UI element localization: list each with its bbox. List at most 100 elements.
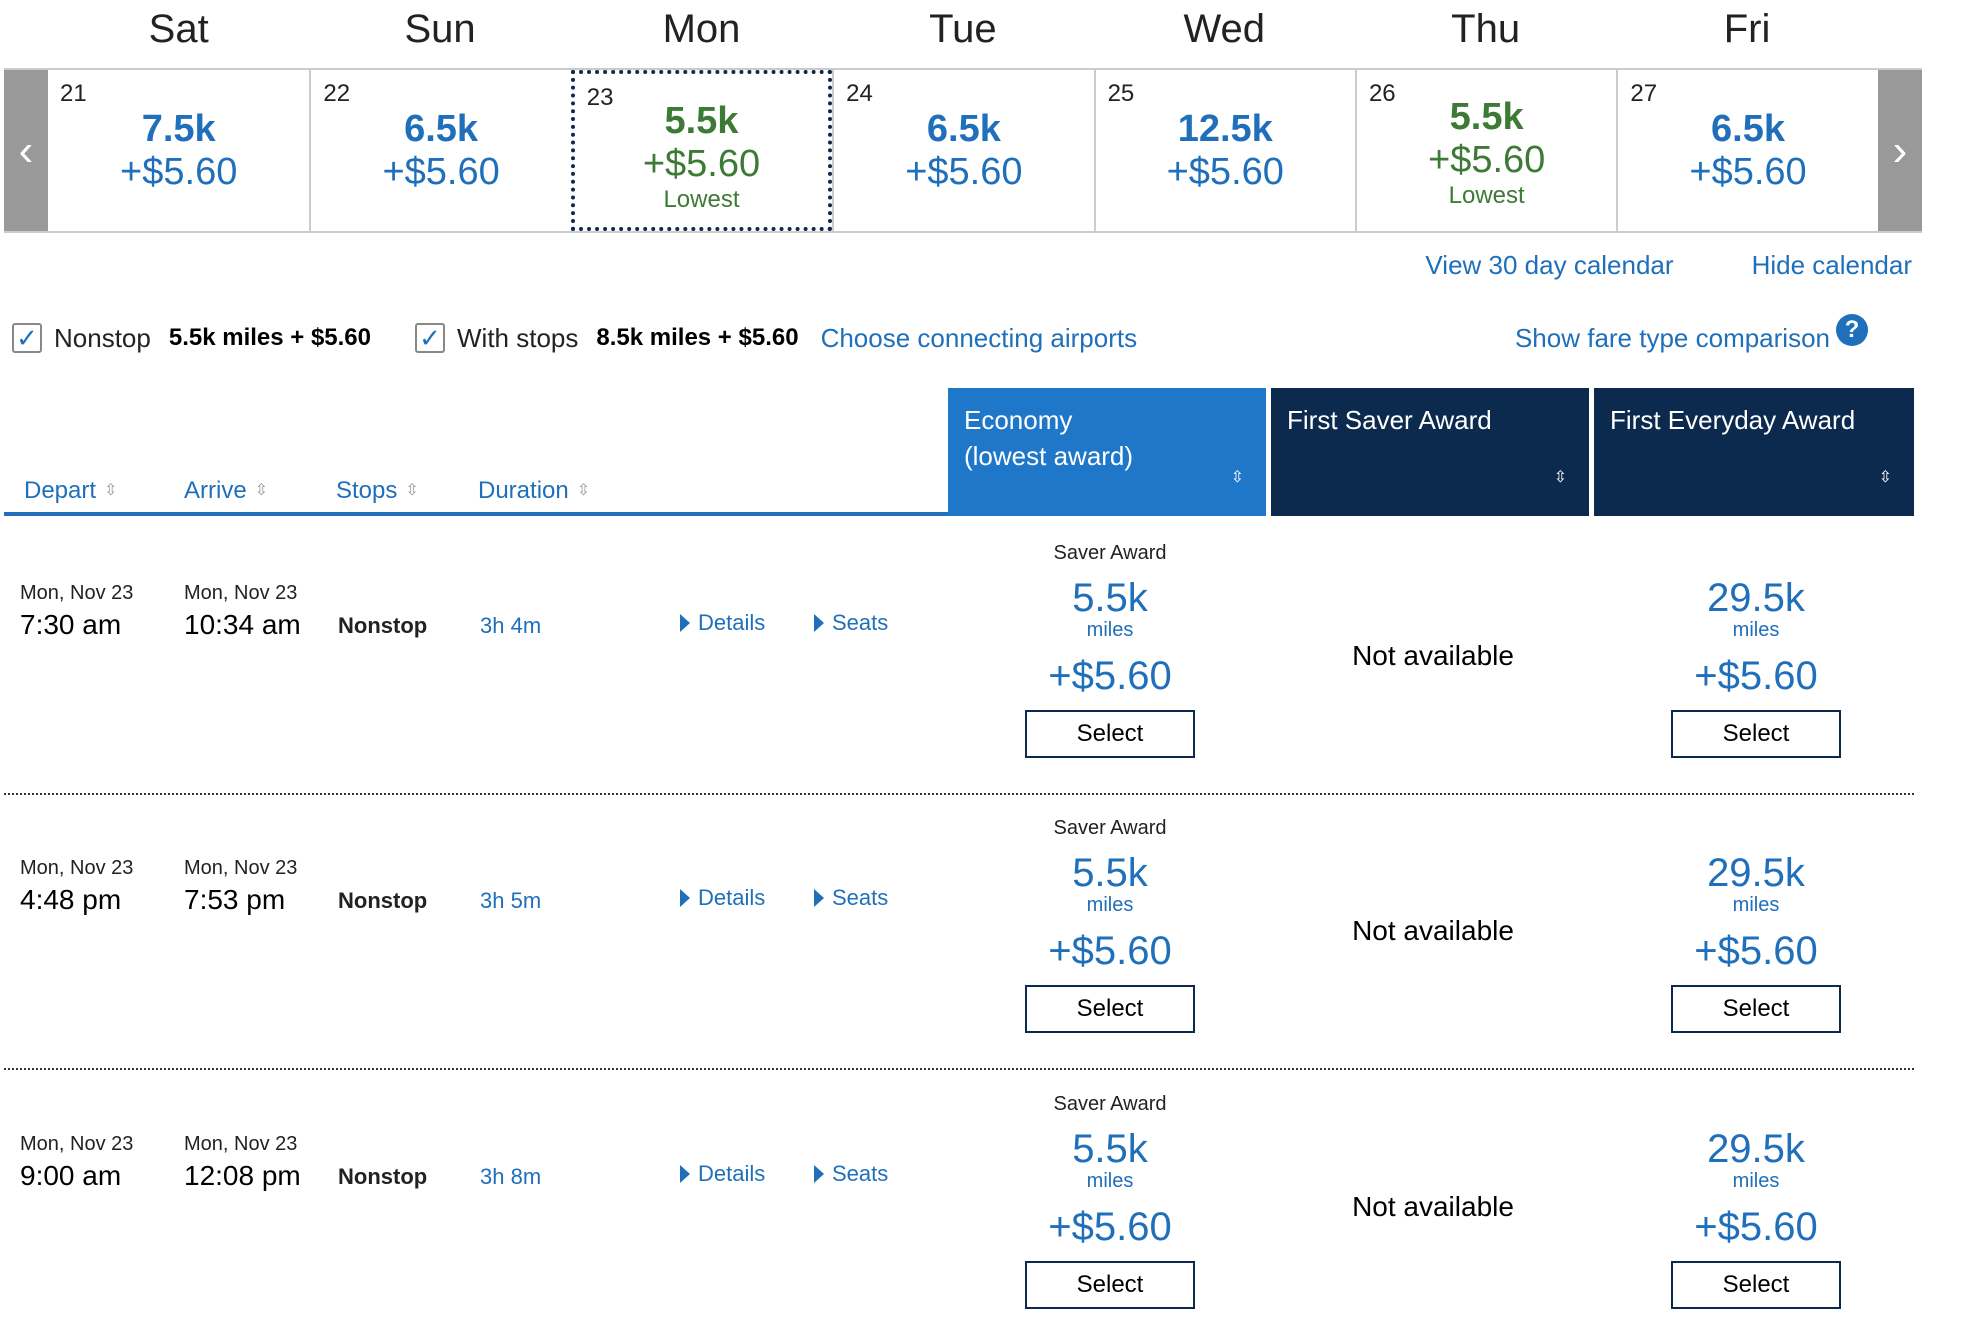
sort-icon: ⇳ [254,482,269,499]
check-icon: ✓ [16,322,38,353]
prev-week-button[interactable]: ‹ [4,70,48,231]
fare-type: Saver Award [1053,1093,1167,1115]
select-economy-button[interactable]: Select [1025,985,1195,1033]
first-saver-unavailable: Not available [1352,915,1514,946]
day-miles: 5.5k [664,100,739,142]
show-fare-comparison-link[interactable]: Show fare type comparison [1514,322,1830,353]
calendar-day-cell[interactable]: 21 7.5k +$5.60 [48,70,309,231]
arrive-time: 12:08 pm [184,1160,301,1191]
seats-toggle[interactable]: Seats [814,885,888,911]
fare-price: +$5.60 [1048,654,1172,698]
day-miles: 6.5k [926,108,1001,150]
stops-value: Nonstop [338,1164,428,1189]
day-date: 21 [60,80,87,107]
economy-header-line1: Economy [964,405,1073,435]
fare-miles-label: miles [1732,619,1780,641]
select-economy-button[interactable]: Select [1025,710,1195,758]
arrive-date: Mon, Nov 23 [184,1133,298,1155]
check-icon: ✓ [419,322,441,353]
depart-time: 7:30 am [20,609,122,640]
depart-date: Mon, Nov 23 [20,1133,134,1155]
arrive-time: 10:34 am [184,609,301,640]
details-label: Details [698,1161,766,1186]
day-miles: 6.5k [404,108,479,150]
select-first-everyday-button[interactable]: Select [1671,985,1841,1033]
first-saver-unavailable: Not available [1352,640,1514,671]
calendar-strip: ‹ 21 7.5k +$5.60 22 6.5k +$5.60 23 5.5k … [4,68,1922,233]
stop-filters: ✓ Nonstop 5.5k miles + $5.60 ✓ With stop… [12,314,1912,358]
fare-column-first-everyday[interactable]: First Everyday Award ⇳ [1594,388,1914,516]
arrive-cell: Mon, Nov 23 7:53 pm [184,857,297,916]
calendar-day-cell[interactable]: 26 5.5k +$5.60 Lowest [1354,70,1616,231]
fare-miles-label: miles [1086,894,1134,916]
chevron-right-icon: › [1892,125,1908,175]
seats-toggle[interactable]: Seats [814,610,888,636]
calendar-day-names: Sat Sun Mon Tue Wed Thu Fri [48,0,1878,68]
arrive-cell: Mon, Nov 23 10:34 am [184,582,301,641]
fare-type-spacer [1596,1093,1916,1123]
select-economy-button[interactable]: Select [1025,1261,1195,1309]
day-miles: 12.5k [1177,108,1273,150]
details-toggle[interactable]: Details [680,885,765,911]
depart-date: Mon, Nov 23 [20,857,134,879]
triangle-right-icon [680,1165,690,1183]
nonstop-checkbox[interactable]: ✓ [12,323,42,353]
with-stops-checkbox[interactable]: ✓ [415,322,446,353]
details-label: Details [698,885,766,910]
day-price: +$5.60 [642,143,761,185]
calendar-day-cell[interactable]: 24 6.5k +$5.60 [832,70,1093,231]
with-stops-label: With stops [457,322,579,353]
fare-miles-label: miles [1732,1170,1780,1192]
sort-icon: ⇳ [576,482,591,499]
day-date: 22 [323,80,351,107]
arrive-header: Arrive [184,477,247,504]
lowest-label: Lowest [663,186,740,213]
next-week-button[interactable]: › [1878,70,1922,231]
sort-arrive[interactable]: Arrive ⇳ [184,470,336,512]
day-name: Sun [404,7,476,51]
details-label: Details [698,610,766,635]
triangle-right-icon [680,889,690,907]
fare-column-first-saver[interactable]: First Saver Award ⇳ [1271,388,1589,516]
fare-column-economy[interactable]: Economy (lowest award) ⇳ [948,388,1266,516]
details-toggle[interactable]: Details [680,1161,765,1187]
first-everyday-fare: 29.5k miles +$5.60 Select [1596,542,1916,758]
day-name: Sat [148,7,209,51]
sort-icon: ⇳ [1553,469,1567,486]
economy-header-line2: (lowest award) [964,441,1134,471]
select-first-everyday-button[interactable]: Select [1671,1261,1841,1309]
fare-miles: 29.5k [1707,576,1805,620]
view-30-day-calendar-link[interactable]: View 30 day calendar [1425,250,1674,280]
seats-toggle[interactable]: Seats [814,1161,888,1187]
help-icon[interactable]: ? [1836,314,1868,346]
first-saver-header: First Saver Award [1287,405,1492,435]
day-price: +$5.60 [120,151,238,193]
duration-header: Duration [478,477,569,504]
select-first-everyday-button[interactable]: Select [1671,710,1841,758]
sort-duration[interactable]: Duration ⇳ [478,470,590,512]
fare-miles-label: miles [1086,619,1134,641]
fare-type-spacer [1596,542,1916,572]
calendar-day-cell[interactable]: 25 12.5k +$5.60 [1093,70,1355,231]
arrive-date: Mon, Nov 23 [184,857,298,879]
flight-row: Mon, Nov 23 4:48 pm Mon, Nov 23 7:53 pm … [4,795,1914,1070]
sort-stops[interactable]: Stops ⇳ [336,470,478,512]
day-date: 23 [586,84,614,111]
duration-value: 3h 8m [480,1164,542,1189]
sort-depart[interactable]: Depart ⇳ [24,470,184,512]
sort-icon: ⇳ [1878,469,1892,486]
duration-value: 3h 4m [480,613,542,638]
day-name: Tue [929,7,997,51]
hide-calendar-link[interactable]: Hide calendar [1751,250,1912,280]
sort-header: Depart ⇳ Arrive ⇳ Stops ⇳ Duration ⇳ [4,470,950,516]
calendar-day-cell-selected[interactable]: 23 5.5k +$5.60 Lowest [570,70,833,231]
details-toggle[interactable]: Details [680,610,765,636]
stops-value: Nonstop [338,888,428,913]
fare-miles: 29.5k [1707,851,1805,895]
calendar-day-cell[interactable]: 22 6.5k +$5.60 [309,70,570,231]
calendar-day-cell[interactable]: 27 6.5k +$5.60 [1616,70,1877,231]
day-name: Wed [1183,7,1266,51]
calendar-links: View 30 day calendar Hide calendar [1425,250,1912,281]
choose-connecting-airports-link[interactable]: Choose connecting airports [820,322,1138,353]
seats-label: Seats [832,610,889,635]
